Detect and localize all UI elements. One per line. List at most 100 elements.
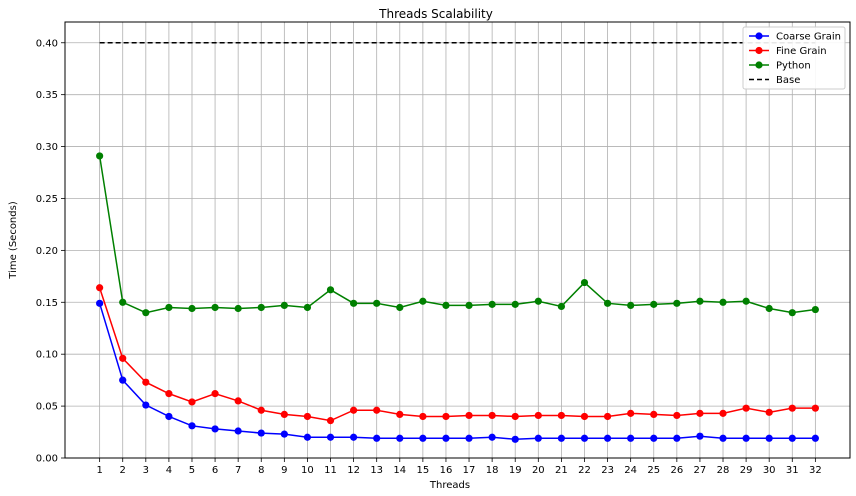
data-point-coarse-grain	[742, 434, 750, 442]
data-point-python	[257, 303, 265, 312]
data-point-coarse-grain	[396, 434, 404, 442]
data-point-coarse-grain	[696, 432, 704, 440]
data-point-fine-grain	[442, 412, 450, 421]
data-point-fine-grain	[165, 390, 173, 398]
data-point-fine-grain	[488, 411, 496, 420]
x-tick-label: 20	[532, 465, 545, 476]
data-point-coarse-grain	[788, 434, 796, 442]
data-point-fine-grain	[257, 406, 265, 414]
x-tick-label: 18	[486, 465, 499, 476]
data-point-fine-grain	[350, 406, 358, 414]
data-point-coarse-grain	[326, 433, 335, 441]
legend: Coarse Grain Fine Grain Python Base	[742, 26, 846, 90]
data-point-python	[188, 304, 196, 313]
x-tick-label: 1	[96, 465, 102, 476]
data-point-fine-grain	[557, 411, 565, 420]
x-tick-label: 3	[143, 465, 149, 476]
data-point-fine-grain	[719, 409, 727, 417]
data-point-coarse-grain	[603, 434, 612, 442]
data-point-fine-grain	[373, 406, 381, 414]
x-tick-label: 30	[763, 465, 776, 476]
data-point-python	[557, 302, 565, 311]
data-point-fine-grain	[742, 404, 750, 412]
data-point-fine-grain	[234, 397, 242, 405]
data-point-python	[511, 300, 519, 308]
data-point-fine-grain	[396, 410, 404, 418]
x-tick-label: 4	[166, 465, 172, 476]
data-point-python	[350, 299, 358, 307]
x-axis-label: Threads	[429, 480, 470, 491]
series-line-coarse-grain	[98, 303, 816, 441]
plot-frame	[64, 21, 851, 459]
data-point-coarse-grain	[650, 434, 658, 442]
data-point-python	[534, 297, 542, 305]
x-tick-label: 31	[786, 465, 799, 476]
data-point-python	[719, 298, 727, 306]
data-point-coarse-grain	[96, 299, 104, 307]
data-point-coarse-grain	[580, 434, 589, 442]
data-point-python	[96, 152, 104, 160]
data-point-coarse-grain	[534, 434, 542, 442]
x-tick-label: 27	[694, 465, 707, 476]
data-point-fine-grain	[280, 410, 288, 418]
data-point-coarse-grain	[303, 433, 312, 441]
x-tick-label: 25	[647, 465, 660, 476]
data-point-coarse-grain	[119, 376, 127, 384]
x-tick-label: 16	[440, 465, 453, 476]
y-tick-label: 0.25	[36, 194, 58, 205]
data-point-python	[627, 301, 635, 309]
data-point-coarse-grain	[188, 422, 196, 430]
data-point-fine-grain	[511, 412, 519, 421]
data-point-fine-grain	[534, 411, 542, 420]
x-tick-label: 19	[509, 465, 522, 476]
data-point-fine-grain	[96, 284, 104, 292]
legend-label-coarse-grain: Coarse Grain	[776, 32, 841, 43]
legend-marker-coarse-grain	[755, 32, 763, 40]
data-point-coarse-grain	[627, 434, 635, 442]
data-point-python	[788, 309, 796, 317]
y-axis-label: Time (Seconds)	[8, 201, 19, 280]
y-tick-label: 0.35	[36, 90, 58, 101]
series-line-fine-grain	[98, 287, 816, 422]
data-point-fine-grain	[765, 408, 773, 416]
legend-box	[742, 26, 846, 90]
data-point-python	[396, 303, 404, 312]
data-point-python	[673, 299, 681, 307]
data-point-python	[765, 304, 773, 313]
data-point-fine-grain	[465, 411, 473, 420]
data-point-fine-grain	[650, 410, 658, 418]
y-tick-label: 0.10	[36, 350, 58, 361]
data-point-python	[580, 278, 589, 287]
data-point-coarse-grain	[811, 434, 819, 442]
data-point-python	[811, 305, 819, 314]
data-point-python	[326, 286, 335, 294]
data-point-fine-grain	[627, 409, 635, 417]
data-point-coarse-grain	[142, 401, 150, 409]
x-tick-label: 32	[809, 465, 822, 476]
x-tick-label: 15	[417, 465, 430, 476]
data-point-python	[165, 303, 173, 312]
x-tick-label: 2	[120, 465, 126, 476]
data-point-python	[696, 297, 704, 305]
data-point-python	[373, 299, 381, 307]
x-tick-label: 14	[393, 465, 406, 476]
axes: 1 2 3 4 5 6 7 8 9 10 11 12 13 14 15 16 17 18 19 20 21 22 23 24 2…	[36, 38, 822, 476]
x-tick-label: 21	[555, 465, 568, 476]
legend-marker-fine-grain	[755, 46, 763, 55]
data-point-fine-grain	[303, 412, 312, 421]
legend-label-python: Python	[776, 61, 811, 72]
data-point-python	[211, 303, 219, 312]
y-tick-label: 0.05	[36, 402, 58, 413]
data-point-fine-grain	[419, 412, 427, 421]
legend-label-base: Base	[776, 75, 800, 86]
data-point-coarse-grain	[488, 433, 496, 441]
x-tick-label: 17	[463, 465, 476, 476]
x-tick-label: 12	[347, 465, 360, 476]
y-tick-label: 0.00	[36, 454, 58, 465]
data-point-python	[442, 301, 450, 309]
data-point-fine-grain	[811, 404, 819, 412]
x-tick-label: 24	[624, 465, 637, 476]
data-point-coarse-grain	[373, 434, 381, 442]
